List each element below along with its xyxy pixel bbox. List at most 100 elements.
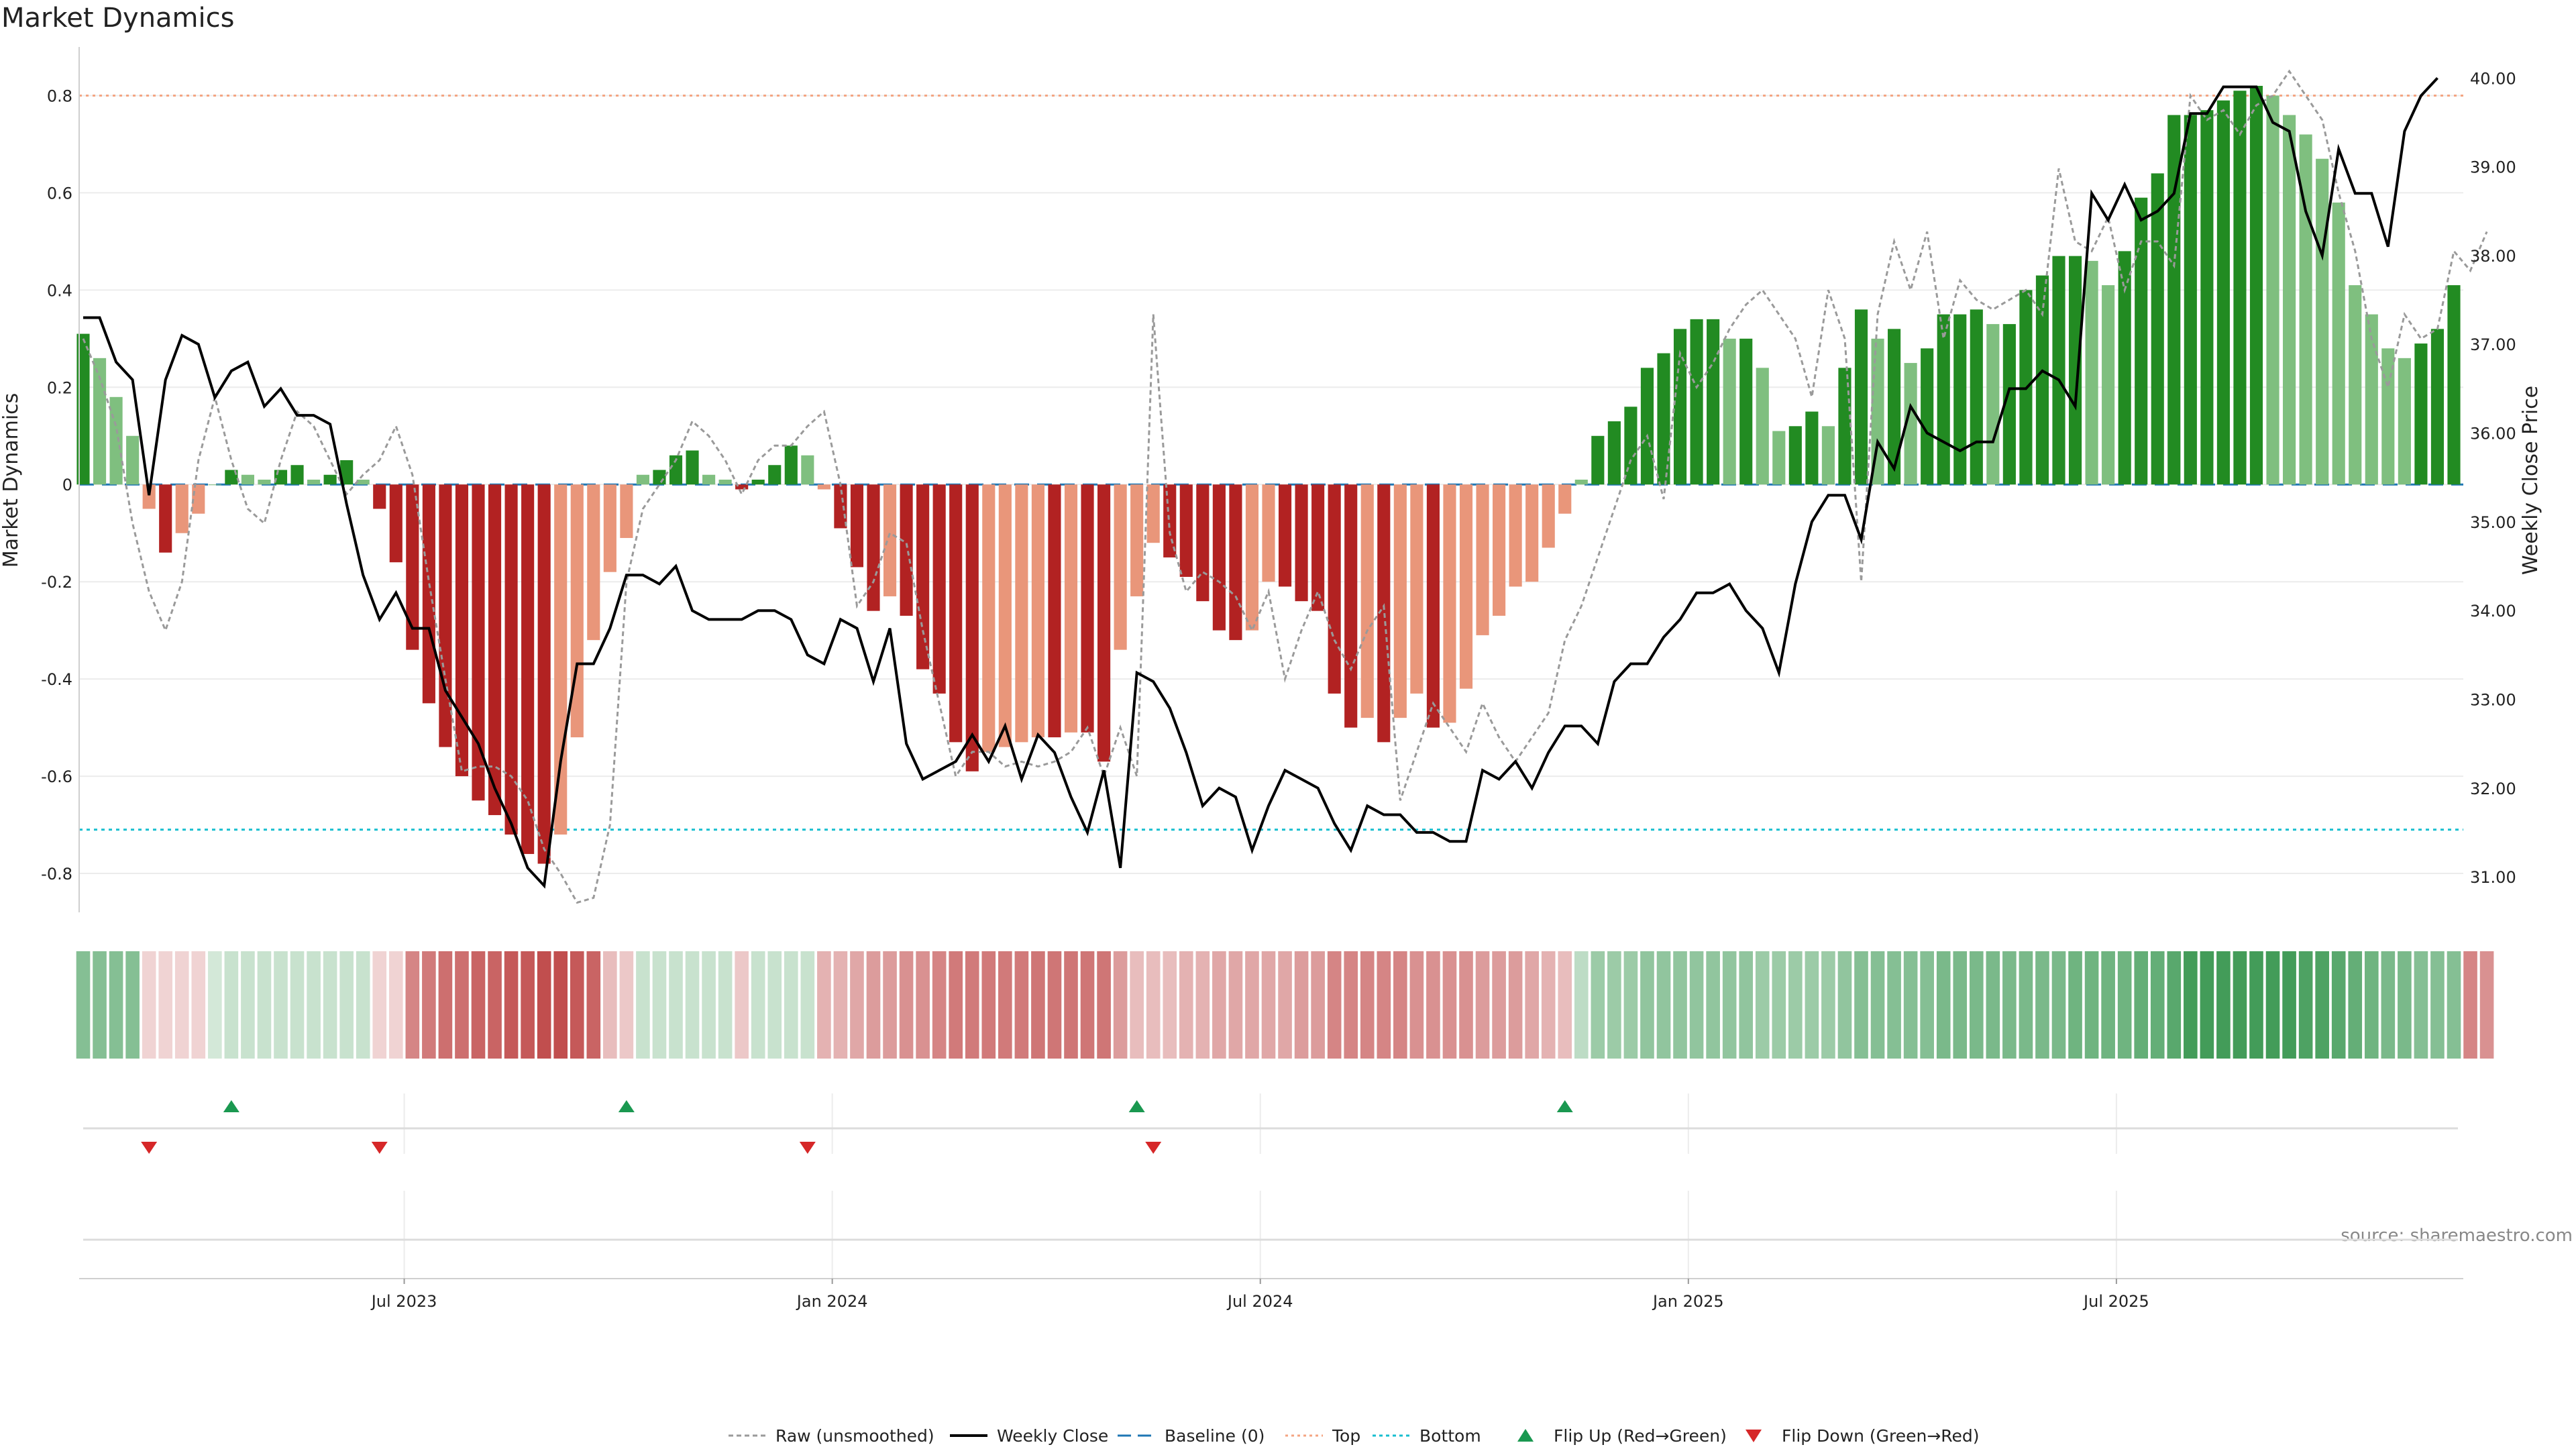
bar <box>2233 91 2247 485</box>
strip-cell <box>125 951 140 1059</box>
strip-cell <box>1821 951 1835 1059</box>
strip-cell <box>998 951 1012 1059</box>
strip-cell <box>504 951 519 1059</box>
strip-cell <box>1097 951 1111 1059</box>
y-axis-label-right: Weekly Close Price <box>2519 386 2542 575</box>
strip-cell <box>718 951 733 1059</box>
strip-cell <box>2002 951 2017 1059</box>
bar <box>1114 484 1127 650</box>
bar <box>1542 484 1555 548</box>
legend-label: Weekly Close <box>997 1426 1108 1446</box>
strip-cell <box>76 951 91 1059</box>
bar <box>1788 426 1802 485</box>
y-tick-right: 38.00 <box>2470 247 2516 266</box>
strip-cell <box>422 951 436 1059</box>
bar <box>669 455 683 485</box>
strip-cell <box>751 951 765 1059</box>
strip-cell <box>2381 951 2396 1059</box>
y-axis-label-left: Market Dynamics <box>0 393 23 568</box>
bar <box>1574 480 1588 485</box>
strip-cell <box>1130 951 1144 1059</box>
strip-cell <box>2184 951 2198 1059</box>
bar <box>916 484 930 669</box>
bar <box>867 484 880 611</box>
y-tick-right: 35.00 <box>2470 513 2516 532</box>
bar <box>1229 484 1242 641</box>
bar <box>2365 314 2378 485</box>
y-tick-right: 34.00 <box>2470 602 2516 621</box>
strip-cell <box>2068 951 2082 1059</box>
strip-cell <box>1755 951 1770 1059</box>
strip-cell <box>1623 951 1638 1059</box>
bar <box>1410 484 1424 694</box>
y-tick-left: 0.2 <box>47 378 72 397</box>
strip-cell <box>455 951 469 1059</box>
y-tick-left: 0 <box>62 476 72 494</box>
strip-cell <box>2315 951 2329 1059</box>
bar <box>1690 319 1703 485</box>
bar <box>2184 115 2197 485</box>
bar <box>1179 484 1193 577</box>
y-tick-right: 37.00 <box>2470 335 2516 354</box>
bar <box>455 484 469 777</box>
strip-cell <box>224 951 239 1059</box>
strip-cell <box>1607 951 1621 1059</box>
strip-cell <box>2479 951 2494 1059</box>
strip-cell <box>1558 951 1572 1059</box>
strip-cell <box>2331 951 2346 1059</box>
bar <box>1921 348 1934 485</box>
bar <box>1970 309 1983 485</box>
flip-down-marker <box>371 1142 388 1154</box>
bar <box>883 484 897 596</box>
strip-cell <box>833 951 848 1059</box>
bar <box>537 484 551 864</box>
strip-cell <box>471 951 486 1059</box>
strip-cell <box>2463 951 2477 1059</box>
bar <box>603 484 616 572</box>
strip-cell <box>1294 951 1309 1059</box>
strip-cell <box>883 951 897 1059</box>
bar <box>2332 202 2345 485</box>
strip-cell <box>1031 951 1045 1059</box>
strip-cell <box>1014 951 1029 1059</box>
bar <box>274 470 288 485</box>
bar <box>1624 407 1638 485</box>
strip-cell <box>1969 951 1984 1059</box>
legend-label: Raw (unsmoothed) <box>775 1426 934 1446</box>
strip-cell <box>949 951 963 1059</box>
strip-cell <box>1870 951 1885 1059</box>
bar <box>834 484 847 529</box>
strip-cell <box>636 951 650 1059</box>
bar <box>1295 484 1308 602</box>
bar <box>1805 411 1819 485</box>
strip-cell <box>899 951 914 1059</box>
x-tick-label: Jan 2024 <box>796 1292 868 1311</box>
bar <box>2167 115 2181 485</box>
bar <box>1476 484 1489 635</box>
flip-up-marker <box>1128 1100 1145 1112</box>
legend-label: Flip Down (Green→Red) <box>1782 1426 1980 1446</box>
axes-layer: -0.8 -0.6 -0.4 -0.2 0 0.2 0.4 0.6 0.8 31.00 32.00 3… <box>41 47 2516 1311</box>
strip-cell <box>1574 951 1589 1059</box>
legend-label: Flip Up (Red→Green) <box>1554 1426 1727 1446</box>
strip-cell <box>2430 951 2445 1059</box>
bar <box>1953 314 1967 485</box>
strip-cell <box>1772 951 1786 1059</box>
strip-cell <box>1788 951 1803 1059</box>
strip-cell <box>372 951 387 1059</box>
strip-cell <box>2084 951 2099 1059</box>
strip-cell <box>1739 951 1754 1059</box>
strip-cell <box>208 951 222 1059</box>
bar <box>1426 484 1440 728</box>
x-tick-label: Jul 2023 <box>370 1292 437 1311</box>
bar <box>2135 197 2148 485</box>
bar <box>1558 484 1572 514</box>
bar <box>76 333 90 485</box>
weekly-close-line <box>83 76 2438 889</box>
strip-cell <box>307 951 321 1059</box>
strip-cell <box>1080 951 1095 1059</box>
strip-cell <box>2298 951 2313 1059</box>
bar <box>751 480 765 485</box>
bar <box>998 484 1012 747</box>
strip-cell <box>1689 951 1704 1059</box>
